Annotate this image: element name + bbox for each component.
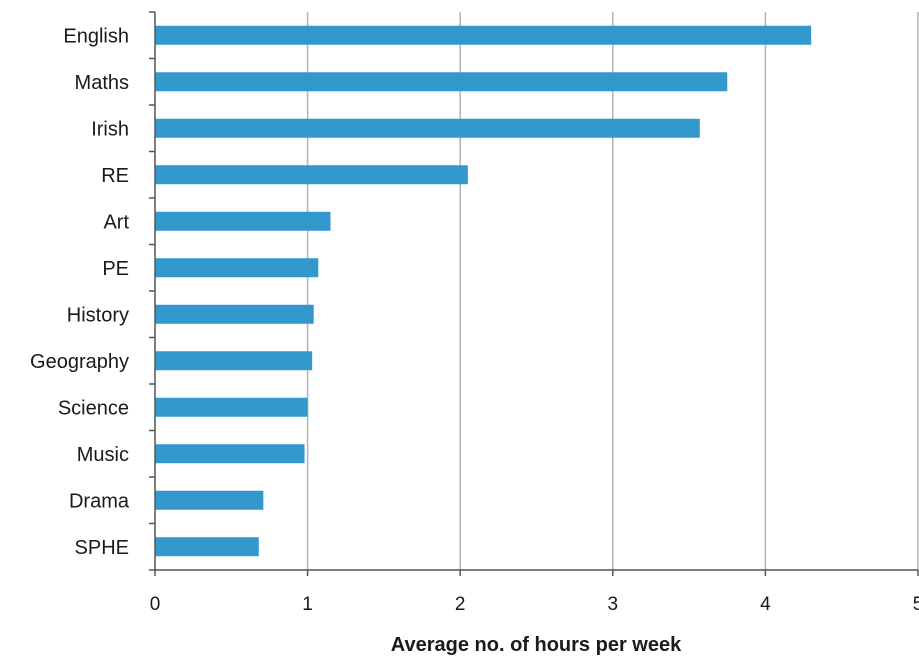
category-label-history: History [67,304,129,326]
category-label-music: Music [77,444,129,466]
x-tick-label-1: 1 [302,594,313,615]
x-tick-label-4: 4 [760,594,771,615]
bar-irish [155,118,700,138]
bar-art [155,211,331,231]
x-tick-label-5: 5 [913,594,919,615]
bar-geography [155,351,313,371]
category-label-maths: Maths [75,72,129,94]
bar-drama [155,490,264,510]
bar-re [155,165,468,185]
category-label-science: Science [58,397,129,419]
x-axis-title: Average no. of hours per week [391,634,682,656]
x-tick-label-0: 0 [150,594,161,615]
bars [155,25,812,557]
axes [149,11,919,576]
category-label-re: RE [101,165,129,187]
category-label-sphe: SPHE [75,537,129,559]
bar-science [155,397,308,417]
x-tick-label-2: 2 [455,594,466,615]
bar-pe [155,258,319,278]
category-label-irish: Irish [91,118,129,140]
bar-maths [155,72,728,92]
bar-history [155,304,314,324]
labels: 0 1 2 3 4 5 English Maths Irish RE Art PE History Geo… [30,25,919,615]
bar-english [155,25,812,45]
bar-music [155,444,305,464]
category-label-geography: Geography [30,351,129,373]
category-label-pe: PE [102,258,129,280]
bar-sphe [155,537,259,557]
x-tick-label-3: 3 [608,594,619,615]
category-label-english: English [63,25,129,47]
category-label-art: Art [103,211,129,233]
gridlines [306,12,919,570]
category-label-drama: Drama [69,490,130,512]
